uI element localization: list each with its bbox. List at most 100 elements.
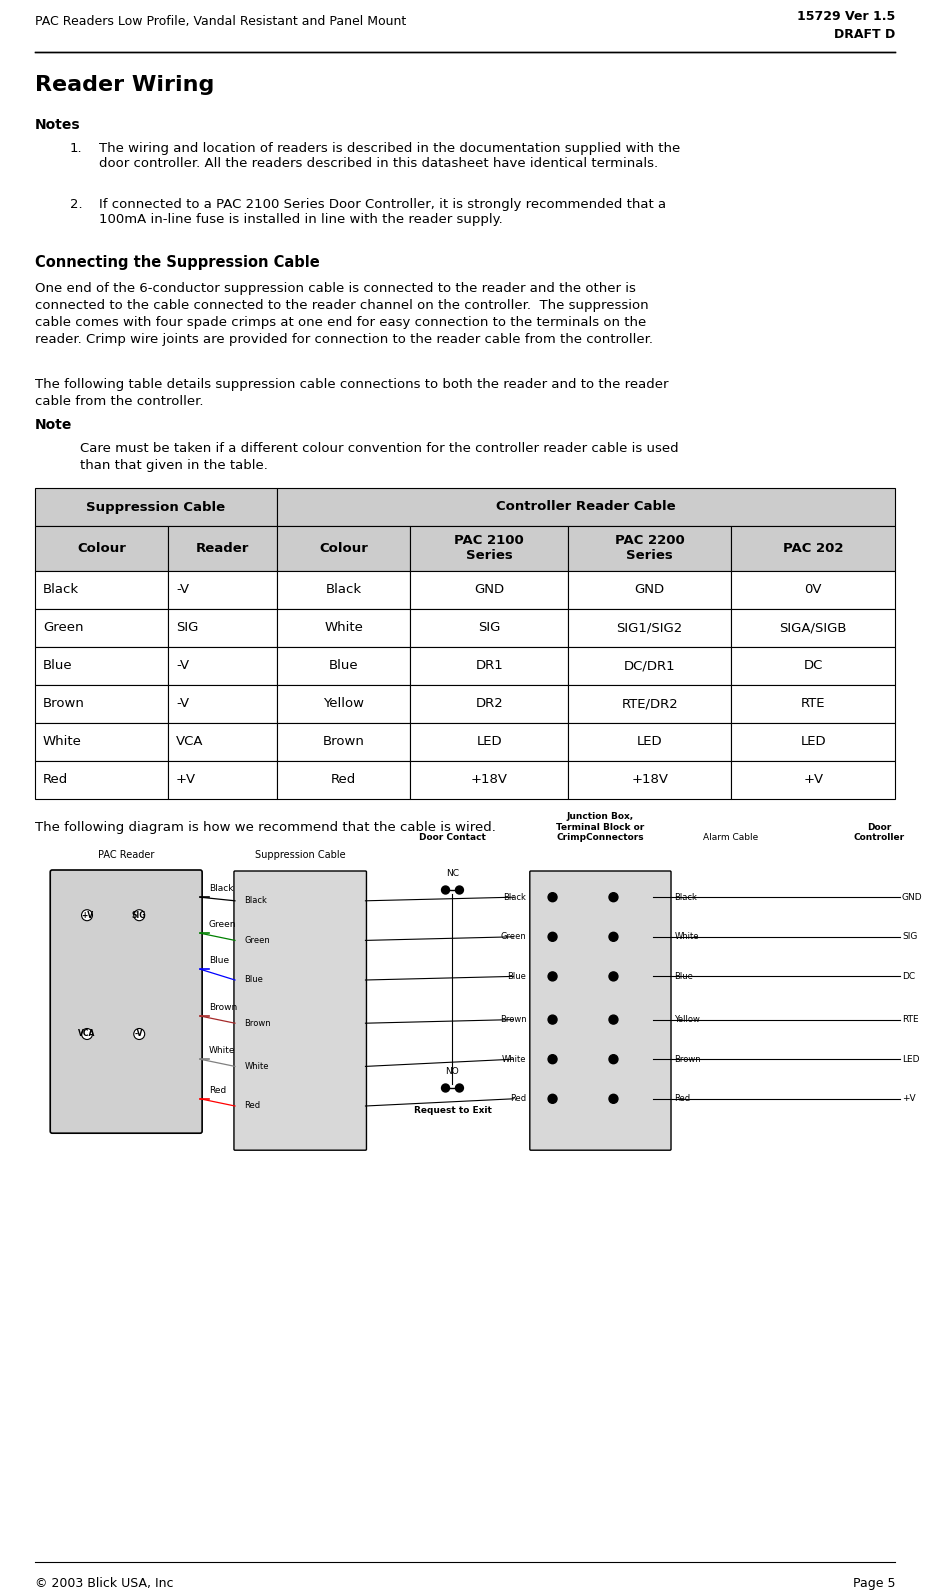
Text: Junction Box,
Terminal Block or
CrimpConnectors: Junction Box, Terminal Block or CrimpCon… — [556, 813, 644, 842]
Text: Brown: Brown — [323, 735, 364, 749]
Text: Green: Green — [501, 932, 527, 942]
Text: The following diagram is how we recommend that the cable is wired.: The following diagram is how we recommen… — [35, 821, 496, 834]
Text: PAC 2100
Series: PAC 2100 Series — [454, 534, 524, 563]
Text: SIGA/SIGB: SIGA/SIGB — [780, 622, 847, 634]
Text: Red: Red — [674, 1095, 691, 1103]
Text: Green: Green — [245, 936, 270, 945]
Text: Connecting the Suppression Cable: Connecting the Suppression Cable — [35, 255, 320, 269]
Bar — [35, 647, 168, 685]
Text: White: White — [209, 1046, 235, 1055]
Text: Green: Green — [43, 622, 83, 634]
Text: Brown: Brown — [209, 1003, 237, 1012]
Text: Colour: Colour — [77, 542, 126, 555]
Bar — [35, 526, 168, 571]
Text: Red: Red — [331, 773, 356, 786]
Text: Black: Black — [209, 885, 234, 893]
Bar — [731, 724, 895, 760]
Text: -V: -V — [176, 698, 189, 711]
Bar — [277, 526, 411, 571]
Text: -V: -V — [176, 583, 189, 596]
Bar — [411, 571, 568, 609]
Text: Suppression Cable: Suppression Cable — [86, 501, 225, 513]
Text: SIG: SIG — [132, 910, 146, 920]
Text: White: White — [43, 735, 82, 749]
Bar — [731, 647, 895, 685]
Circle shape — [548, 1095, 557, 1103]
Text: Brown: Brown — [674, 1055, 701, 1063]
Bar — [168, 685, 277, 724]
Text: PAC 202: PAC 202 — [783, 542, 844, 555]
Circle shape — [82, 1028, 93, 1039]
Text: Brown: Brown — [43, 698, 84, 711]
Text: One end of the 6-conductor suppression cable is connected to the reader and the : One end of the 6-conductor suppression c… — [35, 282, 653, 346]
Bar — [411, 724, 568, 760]
Bar — [411, 760, 568, 799]
Bar — [411, 609, 568, 647]
Text: -V: -V — [135, 1030, 144, 1039]
Text: Reader Wiring: Reader Wiring — [35, 75, 214, 96]
Circle shape — [609, 932, 618, 942]
FancyBboxPatch shape — [50, 870, 202, 1133]
FancyBboxPatch shape — [234, 870, 366, 1151]
Text: VCA: VCA — [78, 1030, 95, 1039]
Circle shape — [609, 1095, 618, 1103]
Text: Black: Black — [43, 583, 79, 596]
Text: GND: GND — [635, 583, 665, 596]
Bar — [568, 647, 731, 685]
Bar — [568, 571, 731, 609]
Circle shape — [455, 1084, 464, 1092]
Text: Blue: Blue — [245, 976, 263, 985]
Text: Alarm Cable: Alarm Cable — [704, 834, 758, 842]
Bar — [731, 526, 895, 571]
Text: © 2003 Blick USA, Inc: © 2003 Blick USA, Inc — [35, 1576, 173, 1589]
Text: The wiring and location of readers is described in the documentation supplied wi: The wiring and location of readers is de… — [99, 142, 680, 171]
Text: The following table details suppression cable connections to both the reader and: The following table details suppression … — [35, 378, 668, 408]
Text: Red: Red — [245, 1101, 260, 1111]
Bar — [411, 685, 568, 724]
Bar — [568, 760, 731, 799]
Text: SIG1/SIG2: SIG1/SIG2 — [616, 622, 683, 634]
Text: 2.: 2. — [70, 198, 83, 210]
Circle shape — [441, 1084, 450, 1092]
Bar — [568, 724, 731, 760]
Text: Notes: Notes — [35, 118, 81, 132]
Bar — [277, 760, 411, 799]
Bar — [731, 685, 895, 724]
Text: Blue: Blue — [329, 660, 359, 673]
Circle shape — [548, 972, 557, 980]
Circle shape — [548, 1055, 557, 1063]
Bar — [568, 685, 731, 724]
Text: DR1: DR1 — [476, 660, 503, 673]
Bar — [277, 571, 411, 609]
Bar — [277, 609, 411, 647]
Text: Green: Green — [209, 920, 236, 929]
Bar — [35, 724, 168, 760]
Text: Suppression Cable: Suppression Cable — [255, 850, 346, 861]
Circle shape — [609, 972, 618, 980]
Bar — [35, 760, 168, 799]
Text: Brown: Brown — [245, 1019, 271, 1028]
Circle shape — [133, 910, 145, 921]
Bar — [731, 571, 895, 609]
Circle shape — [133, 1028, 145, 1039]
Text: Note: Note — [35, 418, 72, 432]
Text: +V: +V — [902, 1095, 916, 1103]
Bar — [168, 647, 277, 685]
Text: NC: NC — [446, 869, 459, 878]
Circle shape — [455, 886, 464, 894]
Text: White: White — [502, 1055, 527, 1063]
Circle shape — [441, 886, 450, 894]
Text: Blue: Blue — [43, 660, 72, 673]
Circle shape — [548, 932, 557, 942]
Text: DR2: DR2 — [476, 698, 503, 711]
Text: LED: LED — [476, 735, 502, 749]
Text: Colour: Colour — [319, 542, 368, 555]
Text: DC/DR1: DC/DR1 — [624, 660, 676, 673]
Text: -V: -V — [176, 660, 189, 673]
Bar — [411, 647, 568, 685]
Bar — [35, 609, 168, 647]
Circle shape — [609, 1055, 618, 1063]
Text: DRAFT D: DRAFT D — [833, 29, 895, 41]
Text: LED: LED — [637, 735, 663, 749]
Text: White: White — [324, 622, 363, 634]
